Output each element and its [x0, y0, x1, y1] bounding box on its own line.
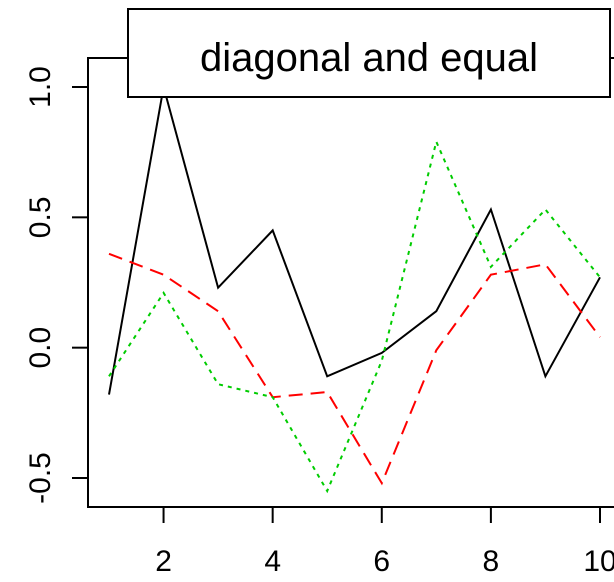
y-tick-label: 1.0: [24, 66, 57, 108]
legend: diagonal and equal: [127, 8, 611, 98]
series-line-1-solid: [108, 86, 601, 395]
series-line-2-dashed: [108, 252, 601, 486]
x-tick-label: 8: [483, 545, 500, 578]
y-tick-label: 0.0: [24, 327, 57, 369]
y-tick-label: -0.5: [24, 452, 57, 504]
legend-box: [127, 8, 611, 98]
x-tick-label: 6: [373, 545, 390, 578]
x-tick-label: 10: [583, 545, 614, 578]
legend-text: diagonal and equal: [200, 36, 538, 80]
plot-frame: [87, 57, 614, 508]
x-tick-label: 4: [264, 545, 281, 578]
series-layer: [108, 86, 601, 494]
x-tick-label: 2: [155, 545, 172, 578]
series-line-3-dotted: [108, 138, 601, 494]
y-tick-label: 0.5: [24, 196, 57, 238]
axes-layer: 2 4 6 8 10 -0.5 0.0 0.5 1.0: [24, 57, 614, 578]
